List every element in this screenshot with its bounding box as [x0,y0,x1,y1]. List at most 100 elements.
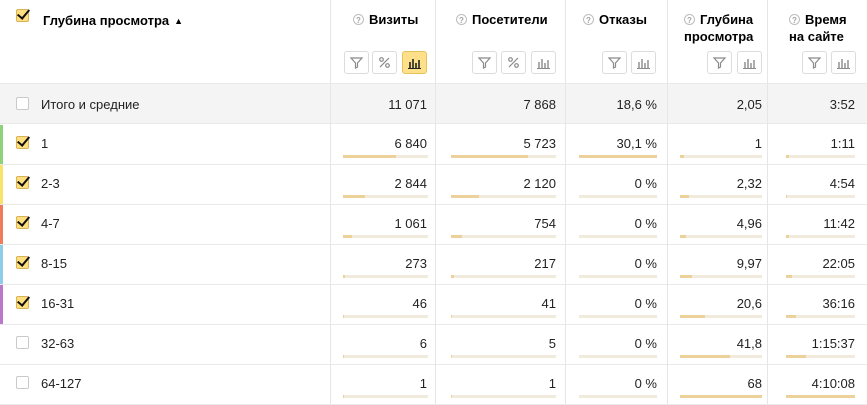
depth-filter-button[interactable] [707,51,732,74]
total-visits-value: 11 071 [388,97,427,112]
depth-share-bar [680,355,762,358]
share-bar-fill [451,195,479,198]
visits-share-bar [343,155,428,158]
bounces-value: 0 % [634,216,657,231]
column-header-bounces[interactable]: ? Отказы [583,11,647,28]
table-row[interactable]: 8-15 273 217 0 % 9,97 22:05 [0,244,867,284]
visits-filter-button[interactable] [344,51,369,74]
row-label: 32-63 [41,336,75,351]
visits-percent-button[interactable] [372,51,397,74]
share-bar-fill [343,155,396,158]
column-header-visits[interactable]: ? Визиты [353,11,418,28]
help-icon[interactable]: ? [353,14,364,25]
table-row[interactable]: 2-3 2 844 2 120 0 % 2,32 4:54 [0,164,867,204]
visits-value: 273 [405,256,427,271]
share-bar-fill [343,355,344,358]
row-checkbox[interactable] [16,256,29,269]
column-title-row: ? Глубина [684,11,753,28]
column-title-line: просмотра [684,29,754,44]
row-divider [0,164,867,165]
total-row-checkbox[interactable] [16,97,29,110]
share-bar-fill [786,195,787,198]
share-bar-fill [451,275,454,278]
visits-share-bar [343,315,428,318]
column-divider [435,0,436,404]
table-row[interactable]: 16-31 46 41 0 % 20,6 36:16 [0,284,867,324]
header-divider [0,83,867,84]
visits-chart-button[interactable] [402,51,427,74]
row-checkbox[interactable] [16,336,29,349]
depth-share-bar [680,235,762,238]
visits-value: 46 [412,296,427,311]
bounces-value: 0 % [634,176,657,191]
table-row[interactable]: 32-63 6 5 0 % 41,8 1:15:37 [0,324,867,364]
row-checkbox[interactable] [16,376,29,389]
row-label: 16-31 [41,296,75,311]
table-header: Глубина просмотра ▲ ? Визиты ? Посетители ? От… [0,0,867,84]
depth-value: 9,97 [736,256,762,271]
time-share-bar [786,315,855,318]
bounces-filter-button[interactable] [602,51,627,74]
time-share-bar [786,355,855,358]
share-bar-fill [786,155,789,158]
visits-share-bar [343,275,428,278]
share-bar-fill [680,155,684,158]
help-icon[interactable]: ? [456,14,467,25]
visits-value: 1 [419,376,427,391]
depth-chart-button[interactable] [737,51,762,74]
select-all-checkbox[interactable] [16,9,29,22]
visitors-share-bar [451,275,556,278]
column-header-time[interactable]: ? Время на сайте [789,11,847,45]
row-divider [0,284,867,285]
total-bounces-value: 18,6 % [616,97,657,112]
visitors-percent-button[interactable] [501,51,526,74]
table-row[interactable]: 4-7 1 061 754 0 % 4,96 11:42 [0,204,867,244]
time-chart-button[interactable] [831,51,856,74]
visitors-value: 5 [548,336,556,351]
row-checkbox[interactable] [16,136,29,149]
visits-value: 2 844 [394,176,427,191]
table-row[interactable]: 1 6 840 5 723 30,1 % 1 1:11 [0,124,867,164]
visitors-share-bar [451,235,556,238]
visitors-value: 754 [534,216,556,231]
column-header-depth[interactable]: ? Глубина просмотра [684,11,753,45]
series-color-marker [0,285,3,324]
row-divider [0,123,867,124]
column-title-line: на сайте [789,29,844,44]
visitors-chart-button[interactable] [531,51,556,74]
share-bar-fill [451,395,452,398]
row-checkbox[interactable] [16,296,29,309]
depth-value: 20,6 [736,296,762,311]
help-icon[interactable]: ? [684,14,695,25]
share-bar-fill [680,315,705,318]
row-checkbox[interactable] [16,176,29,189]
depth-share-bar [680,395,762,398]
visitors-filter-button[interactable] [472,51,497,74]
visitors-share-bar [451,355,556,358]
visits-value: 1 061 [394,216,427,231]
row-divider [0,204,867,205]
time-share-bar [786,395,855,398]
time-share-bar [786,155,855,158]
column-title-row: на сайте [789,28,847,45]
help-icon[interactable]: ? [789,14,800,25]
series-color-marker [0,125,3,164]
row-divider [0,324,867,325]
depth-share-bar [680,195,762,198]
first-column-title[interactable]: Глубина просмотра ▲ [43,12,183,30]
visitors-share-bar [451,195,556,198]
total-visitors-value: 7 868 [523,97,556,112]
share-bar-fill [451,235,462,238]
help-icon[interactable]: ? [583,14,594,25]
table-row[interactable]: 64-127 1 1 0 % 68 4:10:08 [0,364,867,404]
time-filter-button[interactable] [802,51,827,74]
bounces-chart-button[interactable] [631,51,656,74]
time-value: 4:54 [829,176,855,191]
column-header-visitors[interactable]: ? Посетители [456,11,548,28]
depth-value: 41,8 [736,336,762,351]
row-checkbox[interactable] [16,216,29,229]
time-value: 36:16 [822,296,855,311]
visitors-value: 1 [548,376,556,391]
share-bar-fill [680,275,692,278]
visits-share-bar [343,395,428,398]
